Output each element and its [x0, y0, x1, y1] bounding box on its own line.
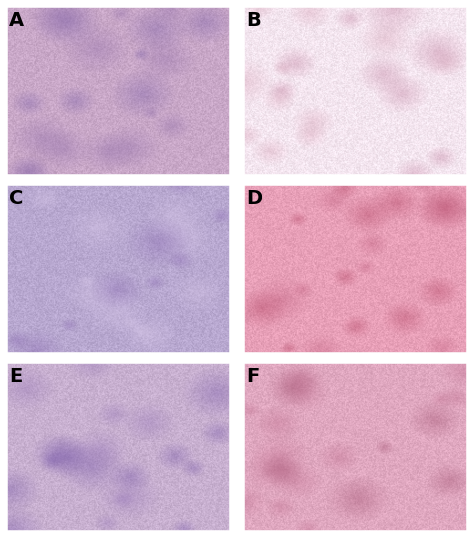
Text: D: D [246, 188, 262, 208]
Text: E: E [9, 366, 23, 386]
Text: A: A [9, 11, 25, 30]
Text: F: F [246, 366, 259, 386]
Text: C: C [9, 188, 24, 208]
Text: B: B [246, 11, 261, 30]
